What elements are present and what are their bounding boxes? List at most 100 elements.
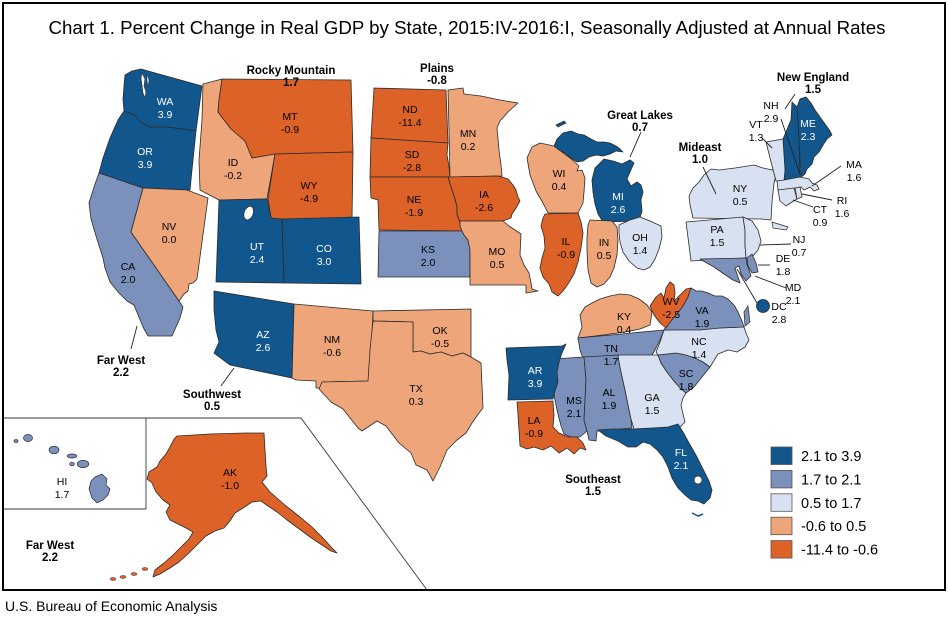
svg-text:MI: MI xyxy=(612,191,624,203)
svg-text:MO: MO xyxy=(489,246,506,258)
svg-text:WI: WI xyxy=(553,168,566,180)
svg-text:VA: VA xyxy=(695,305,708,317)
svg-text:-0.9: -0.9 xyxy=(281,124,299,136)
svg-text:-11.4: -11.4 xyxy=(398,117,421,129)
svg-text:Far West: Far West xyxy=(26,540,75,552)
svg-text:1.9: 1.9 xyxy=(695,318,710,330)
svg-text:Southwest: Southwest xyxy=(183,389,241,401)
svg-text:1.6: 1.6 xyxy=(835,208,850,220)
svg-text:WY: WY xyxy=(301,180,318,192)
svg-text:-1.0: -1.0 xyxy=(221,480,239,492)
svg-text:1.5: 1.5 xyxy=(710,237,725,249)
svg-text:2.3: 2.3 xyxy=(801,131,816,143)
svg-text:1.5: 1.5 xyxy=(585,486,602,498)
svg-text:1.8: 1.8 xyxy=(679,381,694,393)
svg-text:NJ: NJ xyxy=(793,234,806,246)
svg-text:1.0: 1.0 xyxy=(692,154,708,166)
svg-text:KS: KS xyxy=(421,244,435,256)
svg-text:2.2: 2.2 xyxy=(42,552,58,564)
svg-text:2.2: 2.2 xyxy=(113,367,129,379)
svg-text:2.8: 2.8 xyxy=(772,314,787,326)
svg-text:CO: CO xyxy=(316,243,332,255)
svg-text:DC: DC xyxy=(771,301,787,313)
svg-text:1.7: 1.7 xyxy=(604,356,619,368)
svg-text:-0.8: -0.8 xyxy=(427,75,447,87)
svg-text:-0.5: -0.5 xyxy=(431,338,449,350)
svg-text:ME: ME xyxy=(800,118,816,130)
svg-text:-0.6 to 0.5: -0.6 to 0.5 xyxy=(801,519,866,535)
svg-text:0.4: 0.4 xyxy=(617,324,632,336)
svg-text:CT: CT xyxy=(813,204,828,216)
svg-text:-0.2: -0.2 xyxy=(224,170,242,182)
svg-text:1.7: 1.7 xyxy=(283,77,299,89)
svg-text:MN: MN xyxy=(460,128,476,140)
svg-text:1.3: 1.3 xyxy=(749,132,764,144)
svg-text:NM: NM xyxy=(324,334,340,346)
svg-text:AL: AL xyxy=(603,387,616,399)
svg-text:U.S. Bureau of Economic Analys: U.S. Bureau of Economic Analysis xyxy=(5,598,217,614)
svg-text:-0.6: -0.6 xyxy=(323,347,341,359)
svg-text:OK: OK xyxy=(432,325,447,337)
svg-text:NC: NC xyxy=(691,336,707,348)
svg-text:LA: LA xyxy=(528,415,541,427)
svg-text:3.9: 3.9 xyxy=(158,109,173,121)
svg-text:IL: IL xyxy=(562,236,571,248)
svg-text:FL: FL xyxy=(675,447,687,459)
svg-text:NH: NH xyxy=(763,100,778,112)
svg-text:2.6: 2.6 xyxy=(256,342,271,354)
svg-text:0.5: 0.5 xyxy=(597,250,612,262)
svg-text:0.9: 0.9 xyxy=(813,217,828,229)
svg-text:OR: OR xyxy=(137,146,153,158)
svg-text:Great Lakes: Great Lakes xyxy=(607,110,673,122)
svg-text:0.2: 0.2 xyxy=(461,141,476,153)
svg-text:-2.8: -2.8 xyxy=(403,162,421,174)
svg-text:SC: SC xyxy=(679,368,694,380)
svg-text:-2.6: -2.6 xyxy=(475,202,493,214)
svg-text:Far West: Far West xyxy=(97,355,146,367)
svg-text:1.9: 1.9 xyxy=(602,400,617,412)
svg-text:DE: DE xyxy=(776,253,791,265)
svg-text:VT: VT xyxy=(749,119,763,131)
svg-text:MD: MD xyxy=(785,282,802,294)
svg-text:2.0: 2.0 xyxy=(421,257,436,269)
svg-text:SD: SD xyxy=(405,149,420,161)
svg-text:WA: WA xyxy=(157,96,174,108)
svg-text:NV: NV xyxy=(162,221,177,233)
svg-text:OH: OH xyxy=(632,232,648,244)
svg-text:1.5: 1.5 xyxy=(805,84,822,96)
svg-text:1.4: 1.4 xyxy=(692,349,707,361)
svg-text:Chart 1. Percent Change in Rea: Chart 1. Percent Change in Real GDP by S… xyxy=(49,17,886,38)
svg-text:AZ: AZ xyxy=(256,329,270,341)
svg-text:WV: WV xyxy=(663,296,680,308)
svg-text:0.7: 0.7 xyxy=(632,122,648,134)
svg-text:GA: GA xyxy=(644,392,659,404)
svg-text:0.3: 0.3 xyxy=(409,396,424,408)
svg-text:UT: UT xyxy=(250,241,265,253)
svg-text:0.5: 0.5 xyxy=(204,401,221,413)
svg-text:0.4: 0.4 xyxy=(552,181,567,193)
svg-text:AK: AK xyxy=(223,467,237,479)
svg-text:MT: MT xyxy=(282,111,298,123)
svg-text:1.5: 1.5 xyxy=(645,405,660,417)
svg-text:AR: AR xyxy=(528,365,543,377)
svg-text:0.5: 0.5 xyxy=(490,259,505,271)
svg-text:1.4: 1.4 xyxy=(633,245,648,257)
svg-text:TX: TX xyxy=(409,383,422,395)
svg-text:PA: PA xyxy=(710,224,723,236)
svg-text:Rocky Mountain: Rocky Mountain xyxy=(247,65,336,77)
svg-text:1.8: 1.8 xyxy=(776,266,791,278)
svg-text:2.9: 2.9 xyxy=(764,113,779,125)
svg-text:2.1 to 3.9: 2.1 to 3.9 xyxy=(801,449,861,465)
svg-text:1.7: 1.7 xyxy=(55,489,70,501)
svg-text:Plains: Plains xyxy=(420,63,454,75)
svg-text:3.9: 3.9 xyxy=(528,378,543,390)
svg-text:ID: ID xyxy=(228,157,239,169)
svg-text:3.0: 3.0 xyxy=(317,256,332,268)
svg-text:-4.9: -4.9 xyxy=(300,193,318,205)
svg-text:HI: HI xyxy=(57,476,68,488)
svg-text:Southeast: Southeast xyxy=(565,474,621,486)
svg-text:IA: IA xyxy=(479,189,489,201)
svg-text:ND: ND xyxy=(402,104,418,116)
svg-text:IN: IN xyxy=(599,237,610,249)
svg-text:3.9: 3.9 xyxy=(138,159,153,171)
